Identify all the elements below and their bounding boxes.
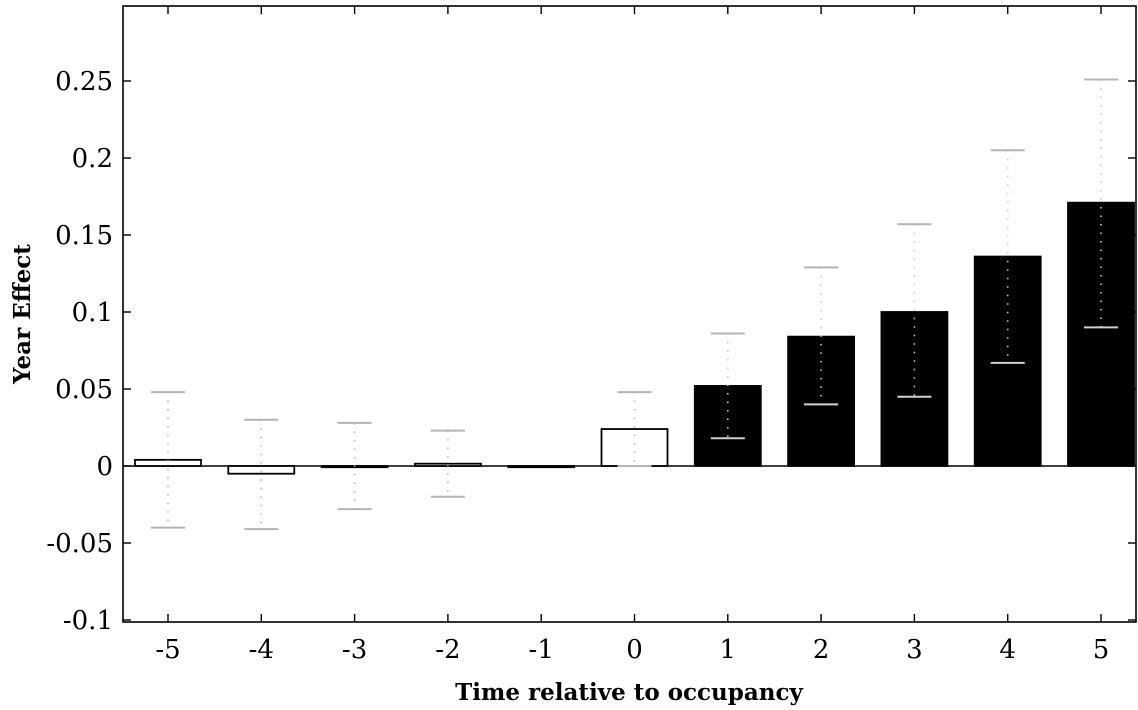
x-tick-label: -1 [529, 635, 554, 665]
y-tick-label: 0.1 [72, 298, 113, 328]
x-axis-title: Time relative to occupancy [455, 679, 803, 706]
x-tick-label: 4 [999, 635, 1016, 665]
bar--4 [227, 465, 296, 475]
bar-4 [973, 255, 1042, 467]
y-tick-label: 0.25 [55, 67, 113, 97]
plot-frame [122, 5, 1137, 623]
x-tick-label: 1 [720, 635, 737, 665]
x-tick-label: -4 [249, 635, 274, 665]
x-axis: -5 -4 -3 -2 -1 0 1 2 3 4 5 [155, 6, 1109, 665]
y-axis-title: Year Effect [9, 244, 36, 385]
x-tick-label: 3 [906, 635, 923, 665]
y-axis: -0.1 -0.05 0 0.05 0.1 0.15 0.2 0.25 [46, 67, 1136, 636]
bar-2 [787, 335, 855, 467]
error-bars-layer [151, 78, 1118, 531]
y-tick-label: 0.15 [55, 221, 113, 251]
y-tick-label: 0.05 [55, 375, 113, 405]
x-tick-label: -2 [435, 635, 460, 665]
y-tick-label: -0.1 [63, 606, 113, 636]
bar--5 [134, 458, 202, 467]
x-tick-label: 0 [626, 635, 643, 665]
bars-layer [134, 201, 1135, 475]
x-tick-label: -3 [342, 635, 367, 665]
plot-background [123, 6, 1136, 622]
bar--1 [507, 465, 576, 469]
y-tick-label: -0.05 [46, 529, 113, 559]
bar-3 [880, 311, 949, 467]
bar-5 [1067, 201, 1135, 467]
x-tick-label: 5 [1093, 635, 1110, 665]
x-tick-label: 2 [813, 635, 830, 665]
x-tick-label: -5 [155, 635, 180, 665]
bar-1 [693, 385, 762, 467]
y-tick-label: 0 [96, 452, 113, 482]
y-tick-label: 0.2 [72, 144, 113, 174]
